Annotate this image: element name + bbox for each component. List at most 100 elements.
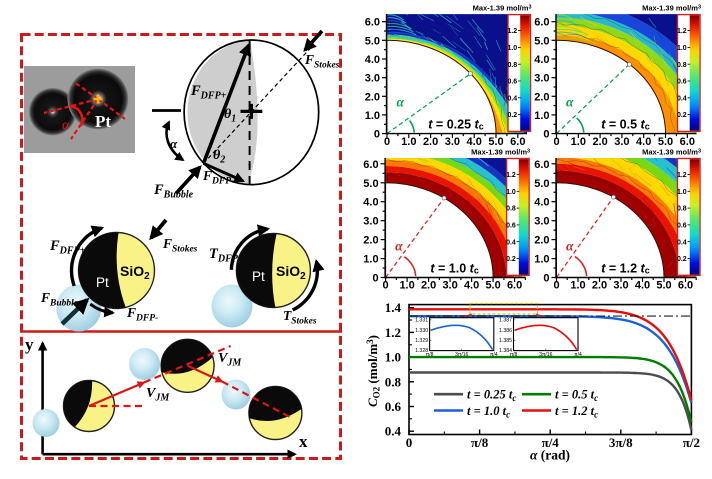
svg-text:1.385: 1.385 xyxy=(499,338,512,344)
svg-text:1.0: 1.0 xyxy=(507,45,517,52)
svg-text:3.0: 3.0 xyxy=(534,216,549,228)
svg-text:0: 0 xyxy=(553,280,559,292)
svg-text:1.328: 1.328 xyxy=(415,348,428,354)
svg-text:6.0: 6.0 xyxy=(680,136,695,148)
svg-text:Max-1.39 mol/m3: Max-1.39 mol/m3 xyxy=(471,148,530,157)
svg-text:0.6: 0.6 xyxy=(385,399,402,414)
svg-text:0.8: 0.8 xyxy=(677,62,687,69)
svg-text:0.4: 0.4 xyxy=(385,424,402,439)
svg-text:5.0: 5.0 xyxy=(365,35,380,47)
svg-text:5.0: 5.0 xyxy=(658,136,673,148)
svg-text:5.0: 5.0 xyxy=(485,280,500,292)
svg-text:t = 1.0 tc: t = 1.0 tc xyxy=(430,262,478,276)
svg-text:3.0: 3.0 xyxy=(445,136,460,148)
svg-text:0.4: 0.4 xyxy=(677,239,687,246)
svg-text:3π/16: 3π/16 xyxy=(539,352,552,358)
svg-text:3.0: 3.0 xyxy=(363,216,378,228)
svg-text:0: 0 xyxy=(406,435,413,450)
svg-text:t = 1.2 tc: t = 1.2 tc xyxy=(555,404,598,420)
svg-text:4.0: 4.0 xyxy=(635,280,650,292)
svg-text:2.0: 2.0 xyxy=(421,280,436,292)
svg-text:α: α xyxy=(566,95,574,110)
svg-text:1.0: 1.0 xyxy=(365,110,380,122)
svg-text:2.0: 2.0 xyxy=(534,235,549,247)
svg-text:1.0: 1.0 xyxy=(677,189,687,196)
svg-text:0.8: 0.8 xyxy=(506,206,516,213)
svg-text:5.0: 5.0 xyxy=(363,178,378,190)
svg-text:α: α xyxy=(170,136,178,151)
svg-text:x: x xyxy=(299,432,308,451)
svg-text:π/4: π/4 xyxy=(542,435,560,450)
svg-text:1.2: 1.2 xyxy=(507,28,517,35)
svg-text:5.0: 5.0 xyxy=(534,178,549,190)
svg-text:t = 0.5 tc: t = 0.5 tc xyxy=(601,118,649,132)
svg-text:4.0: 4.0 xyxy=(534,54,549,66)
svg-text:0.8: 0.8 xyxy=(677,206,687,213)
svg-text:1.0: 1.0 xyxy=(506,189,516,196)
svg-text:0: 0 xyxy=(553,136,559,148)
svg-text:4.0: 4.0 xyxy=(365,54,380,66)
svg-text:2.0: 2.0 xyxy=(365,91,380,103)
svg-text:0.2: 0.2 xyxy=(677,112,687,119)
svg-text:1.0: 1.0 xyxy=(534,254,549,266)
svg-text:2.0: 2.0 xyxy=(423,136,438,148)
svg-text:0.8: 0.8 xyxy=(385,374,402,389)
svg-text:Pt: Pt xyxy=(252,269,265,284)
svg-text:Max-1.39 mol/m3: Max-1.39 mol/m3 xyxy=(642,4,701,13)
svg-text:4.0: 4.0 xyxy=(534,197,549,209)
svg-text:0: 0 xyxy=(543,129,549,141)
svg-text:1.4: 1.4 xyxy=(385,300,402,315)
svg-text:π/8: π/8 xyxy=(426,352,434,358)
svg-text:4.0: 4.0 xyxy=(363,197,378,209)
svg-text:3π/16: 3π/16 xyxy=(455,352,468,358)
svg-text:Pt: Pt xyxy=(96,275,109,290)
svg-text:1.0: 1.0 xyxy=(571,136,586,148)
svg-text:0: 0 xyxy=(374,129,380,141)
svg-text:π/8: π/8 xyxy=(471,435,489,450)
svg-text:1.0: 1.0 xyxy=(570,280,585,292)
svg-text:4.0: 4.0 xyxy=(464,280,479,292)
svg-text:α: α xyxy=(395,239,403,254)
svg-text:3.0: 3.0 xyxy=(613,280,628,292)
svg-text:5.0: 5.0 xyxy=(488,136,503,148)
svg-text:0.6: 0.6 xyxy=(506,223,516,230)
svg-text:5.0: 5.0 xyxy=(534,35,549,47)
svg-text:5.0: 5.0 xyxy=(656,280,671,292)
svg-text:6.0: 6.0 xyxy=(534,17,549,29)
svg-text:6.0: 6.0 xyxy=(678,280,693,292)
svg-text:6.0: 6.0 xyxy=(510,136,525,148)
svg-text:1.0: 1.0 xyxy=(534,110,549,122)
svg-text:0.2: 0.2 xyxy=(507,112,517,119)
svg-text:2.0: 2.0 xyxy=(534,91,549,103)
svg-text:1.386: 1.386 xyxy=(499,328,512,334)
svg-text:6.0: 6.0 xyxy=(363,159,378,171)
svg-text:0.6: 0.6 xyxy=(507,79,517,86)
svg-text:1.0: 1.0 xyxy=(677,45,687,52)
svg-text:1.330: 1.330 xyxy=(415,328,428,334)
svg-text:1.329: 1.329 xyxy=(415,338,428,344)
svg-text:1.2: 1.2 xyxy=(385,325,401,340)
svg-text:α: α xyxy=(62,118,70,133)
svg-text:π/2: π/2 xyxy=(683,435,700,450)
svg-text:0.6: 0.6 xyxy=(677,223,687,230)
svg-text:1.387: 1.387 xyxy=(499,318,512,324)
svg-text:2.0: 2.0 xyxy=(592,136,607,148)
svg-text:0.6: 0.6 xyxy=(677,79,687,86)
svg-text:0.2: 0.2 xyxy=(506,256,516,263)
svg-text:1.331: 1.331 xyxy=(415,318,428,324)
svg-text:1.2: 1.2 xyxy=(506,172,516,179)
svg-text:Pt: Pt xyxy=(95,112,111,131)
svg-text:t = 0.25 tc: t = 0.25 tc xyxy=(428,118,483,132)
svg-text:3.0: 3.0 xyxy=(614,136,629,148)
svg-text:π/8: π/8 xyxy=(510,352,518,358)
svg-text:1.0: 1.0 xyxy=(399,280,414,292)
svg-text:t = 0.5 tc: t = 0.5 tc xyxy=(555,388,598,404)
svg-text:π/4: π/4 xyxy=(574,352,582,358)
svg-text:SiO2: SiO2 xyxy=(276,263,306,282)
svg-text:3.0: 3.0 xyxy=(442,280,457,292)
svg-text:π/4: π/4 xyxy=(490,352,498,358)
svg-text:0.4: 0.4 xyxy=(506,239,516,246)
svg-text:4.0: 4.0 xyxy=(636,136,651,148)
svg-text:6.0: 6.0 xyxy=(534,159,549,171)
svg-text:Max-1.39 mol/m3: Max-1.39 mol/m3 xyxy=(642,148,701,157)
